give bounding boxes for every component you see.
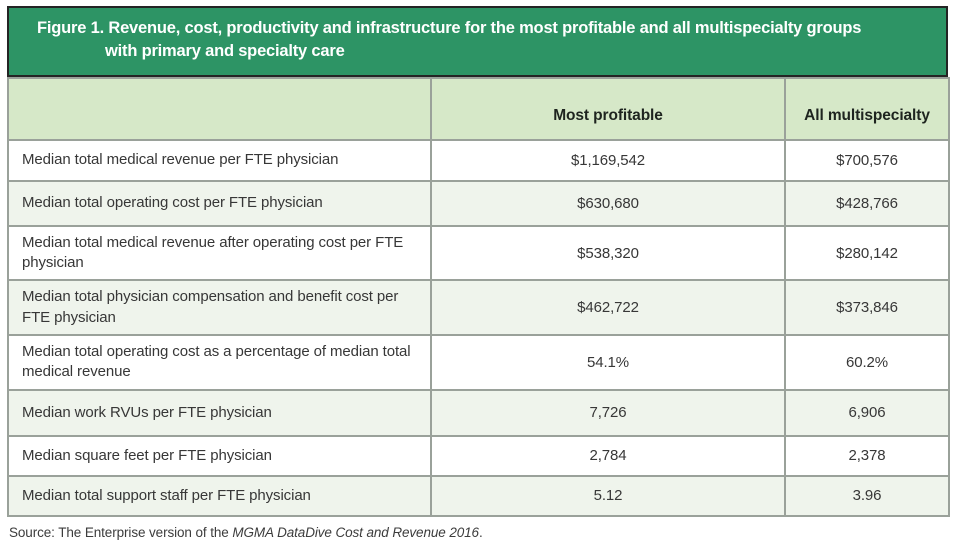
row-label: Median total operating cost per FTE phys… xyxy=(7,179,432,227)
most-profitable-value: $630,680 xyxy=(430,179,786,227)
most-profitable-value: 5.12 xyxy=(430,474,786,517)
row-label: Median square feet per FTE physician xyxy=(7,434,432,477)
table-row: Median total medical revenue per FTE phy… xyxy=(7,138,950,182)
row-label: Median total support staff per FTE physi… xyxy=(7,474,432,517)
most-profitable-value: $538,320 xyxy=(430,224,786,282)
all-multispecialty-value: $700,576 xyxy=(784,138,950,182)
all-multispecialty-value: $280,142 xyxy=(784,224,950,282)
all-multispecialty-value: 6,906 xyxy=(784,388,950,437)
row-label: Median total operating cost as a percent… xyxy=(7,333,432,391)
all-multispecialty-value: 60.2% xyxy=(784,333,950,391)
table-header-row: Most profitable All multispecialty xyxy=(7,77,950,141)
table-row: Median square feet per FTE physician 2,7… xyxy=(7,434,950,477)
source-suffix: . xyxy=(478,524,483,540)
row-label: Median total physician compensation and … xyxy=(7,279,432,336)
most-profitable-value: $462,722 xyxy=(430,279,786,336)
most-profitable-value: 2,784 xyxy=(430,434,786,477)
table-row: Median total physician compensation and … xyxy=(7,279,950,336)
table-row: Median total operating cost as a percent… xyxy=(7,333,950,391)
figure-title-line1: Figure 1. Revenue, cost, productivity an… xyxy=(37,19,862,37)
most-profitable-value: 54.1% xyxy=(430,333,786,391)
source-prefix: Source: The Enterprise version of the xyxy=(9,524,233,540)
header-metric-column xyxy=(7,77,432,141)
figure-table: Most profitable All multispecialty Media… xyxy=(7,76,950,517)
most-profitable-value: $1,169,542 xyxy=(430,138,786,182)
source-citation: MGMA DataDive Cost and Revenue 2016 xyxy=(232,524,479,540)
source-note: Source: The Enterprise version of the MG… xyxy=(7,525,948,540)
most-profitable-value: 7,726 xyxy=(430,388,786,437)
row-label: Median total medical revenue per FTE phy… xyxy=(7,138,432,182)
header-all-multispecialty: All multispecialty xyxy=(784,77,950,141)
row-label: Median total medical revenue after opera… xyxy=(7,224,432,282)
table-row: Median total operating cost per FTE phys… xyxy=(7,179,950,227)
all-multispecialty-value: 2,378 xyxy=(784,434,950,477)
all-multispecialty-value: $428,766 xyxy=(784,179,950,227)
header-most-profitable: Most profitable xyxy=(430,77,786,141)
table-row: Median total medical revenue after opera… xyxy=(7,224,950,282)
row-label: Median work RVUs per FTE physician xyxy=(7,388,432,437)
table-row: Median work RVUs per FTE physician 7,726… xyxy=(7,388,950,437)
all-multispecialty-value: $373,846 xyxy=(784,279,950,336)
figure-container: Figure 1. Revenue, cost, productivity an… xyxy=(7,6,950,540)
figure-title-bar: Figure 1. Revenue, cost, productivity an… xyxy=(7,6,948,77)
all-multispecialty-value: 3.96 xyxy=(784,474,950,517)
figure-title-line2: with primary and specialty care xyxy=(105,42,345,61)
table-row: Median total support staff per FTE physi… xyxy=(7,474,950,517)
